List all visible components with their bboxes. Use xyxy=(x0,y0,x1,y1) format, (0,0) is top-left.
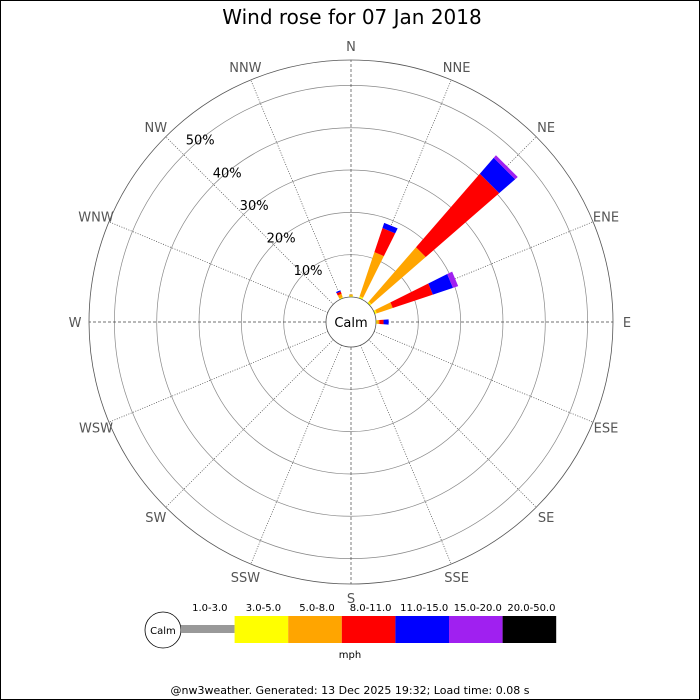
legend-swatch-1 xyxy=(181,625,235,633)
bar-ene-bin-2 xyxy=(373,309,377,315)
ring-label-40pct: 40% xyxy=(213,166,242,181)
direction-label-e: E xyxy=(623,316,631,331)
bar-nne-bin-2 xyxy=(358,296,364,300)
ring-circle-2 xyxy=(241,212,461,432)
legend-swatch-5 xyxy=(395,616,449,643)
bar-nne-bin-3 xyxy=(359,252,384,298)
direction-label-wsw: WSW xyxy=(79,422,113,437)
bar-ne-bin-3 xyxy=(368,247,426,305)
bar-e-bin-5 xyxy=(383,319,389,325)
direction-labels: N NNE NE ENE E ESE SE SSE S SSW SW WSW W WNW NW NNW xyxy=(69,40,632,607)
direction-label-s: S xyxy=(347,592,355,607)
ring-label-30pct: 30% xyxy=(240,199,269,214)
bar-ene-bin-5 xyxy=(428,274,453,295)
bar-ene-bin-3 xyxy=(375,302,393,314)
legend-swatch-2 xyxy=(234,616,289,643)
bar-e-bin-3 xyxy=(377,320,380,324)
legend-label-6: 15.0-20.0 xyxy=(454,603,502,614)
ring-label-20pct: 20% xyxy=(267,232,296,247)
bar-ne-bin-2 xyxy=(367,301,372,306)
bar-n-bin-3 xyxy=(349,294,353,296)
direction-label-ssw: SSW xyxy=(231,571,261,586)
direction-label-se: SE xyxy=(538,511,554,526)
direction-label-nw: NW xyxy=(145,121,168,136)
direction-label-n: N xyxy=(346,40,356,55)
spoke-wnw xyxy=(108,221,329,313)
bar-e-bin-4 xyxy=(379,319,384,325)
calm-circle xyxy=(325,296,377,348)
legend-label-2: 3.0-5.0 xyxy=(246,603,281,614)
spoke-sw xyxy=(165,339,334,508)
ring-label-50pct: 50% xyxy=(186,134,215,149)
legend-swatch-4 xyxy=(341,616,396,643)
legend-label-3: 5.0-8.0 xyxy=(299,603,334,614)
direction-label-wnw: WNW xyxy=(78,210,114,225)
bar-nnw-bin-2 xyxy=(339,297,344,300)
bar-nnw-bin-4 xyxy=(336,291,342,296)
legend-swatch-6 xyxy=(449,616,503,643)
bar-ne-bin-5 xyxy=(479,157,516,194)
direction-label-ne: NE xyxy=(537,121,555,136)
legend-label-4: 8.0-11.0 xyxy=(350,603,392,614)
bar-nne-bin-5 xyxy=(382,222,398,234)
calm-center: Calm xyxy=(325,296,377,348)
ring-circle-4 xyxy=(156,127,546,517)
spoke-ese xyxy=(373,331,594,423)
legend-label-1: 1.0-3.0 xyxy=(192,603,227,614)
footer-text: @nw3weather. Generated: 13 Dec 2025 19:3… xyxy=(171,684,530,697)
legend-label-7: 20.0-50.0 xyxy=(507,603,555,614)
chart-title: Wind rose for 07 Jan 2018 xyxy=(222,5,481,29)
direction-label-nnw: NNW xyxy=(229,61,261,76)
direction-label-ese: ESE xyxy=(594,422,619,437)
legend-label-5: 11.0-15.0 xyxy=(400,603,448,614)
spoke-ssw xyxy=(250,344,342,565)
legend-swatch-7 xyxy=(502,616,557,643)
spoke-nnw xyxy=(250,79,342,300)
bar-nnw-bin-3 xyxy=(337,293,343,299)
direction-label-sse: SSE xyxy=(444,571,469,586)
direction-label-ene: ENE xyxy=(593,210,619,225)
direction-label-sw: SW xyxy=(145,511,166,526)
speed-legend: Calm mph 1.0-3.0 3.0-5.0 5.0-8.0 8.0-11.0 11… xyxy=(144,603,557,661)
spoke-nw xyxy=(165,136,334,305)
direction-label-nne: NNE xyxy=(443,61,471,76)
direction-label-w: W xyxy=(69,316,82,331)
wind-bars xyxy=(336,155,518,325)
bar-nnw-bin-5 xyxy=(336,290,341,294)
spoke-wsw xyxy=(108,331,329,423)
ring-label-10pct: 10% xyxy=(294,264,323,279)
spoke-sse xyxy=(360,344,452,565)
legend-swatch-3 xyxy=(288,616,342,643)
spoke-ene xyxy=(373,221,594,313)
legend-calm-label: Calm xyxy=(150,626,176,637)
spoke-se xyxy=(368,339,537,508)
spoke-nne xyxy=(360,79,452,300)
bar-ene-bin-6 xyxy=(447,271,459,288)
bar-ne-bin-4 xyxy=(415,173,500,258)
legend-unit: mph xyxy=(339,650,361,661)
bar-ne-bin-6 xyxy=(493,155,518,180)
bar-ene-bin-4 xyxy=(390,283,433,309)
ring-labels: 10% 20% 30% 40% 50% xyxy=(186,134,323,279)
bar-nne-bin-4 xyxy=(374,228,396,257)
calm-label: Calm xyxy=(334,316,367,331)
